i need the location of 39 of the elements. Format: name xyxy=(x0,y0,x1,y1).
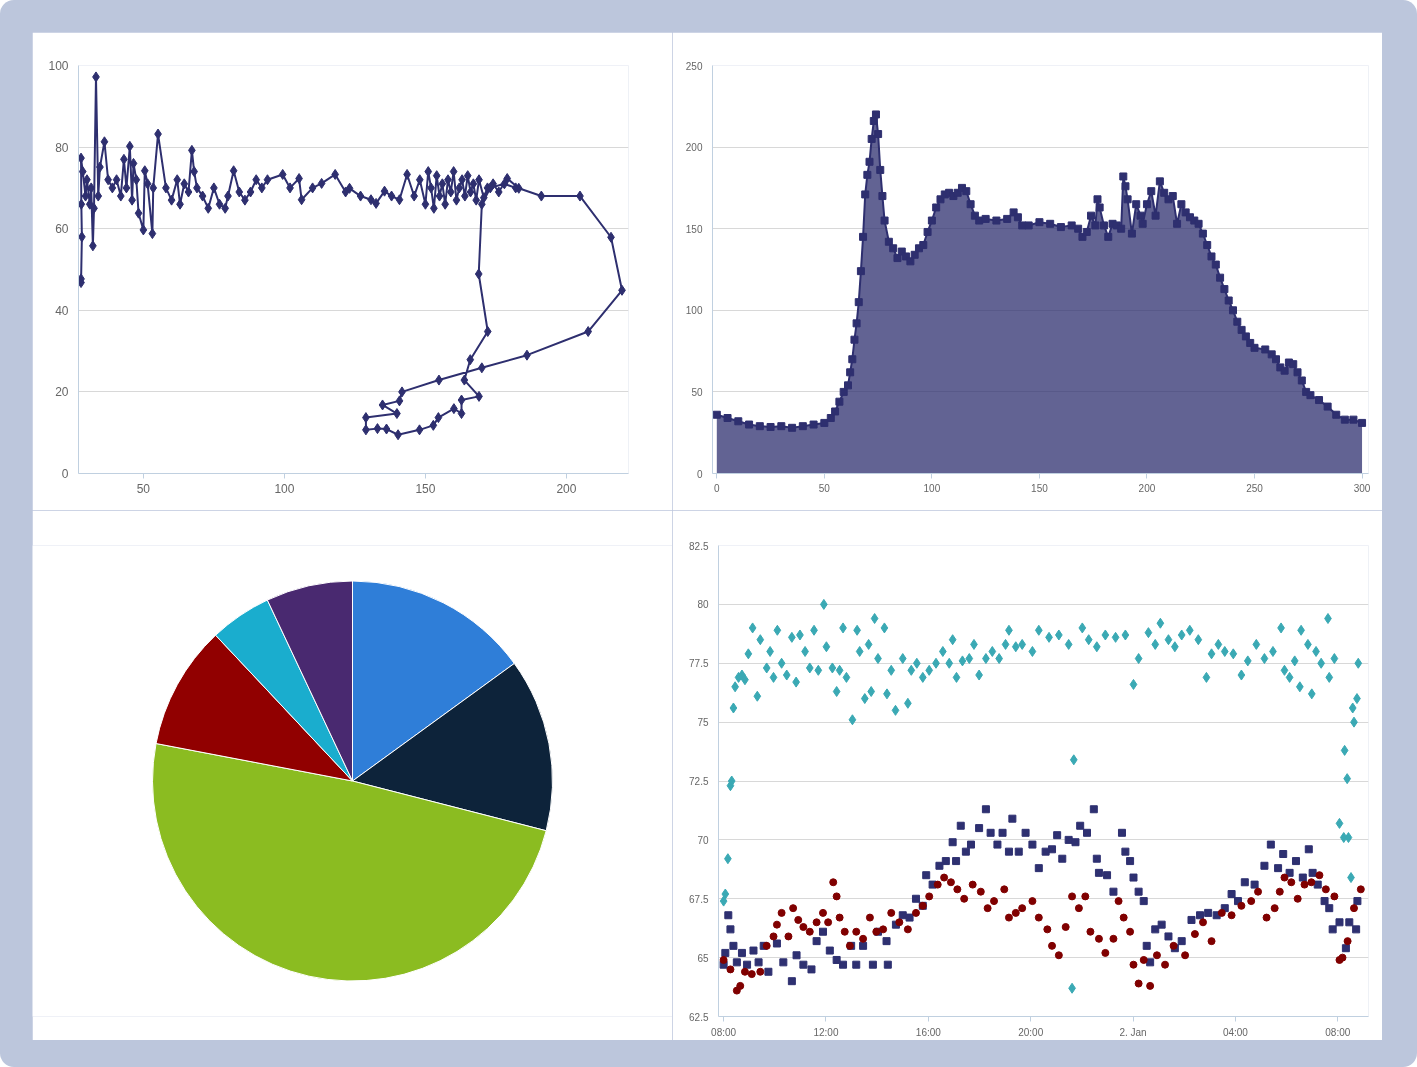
y-tick-label: 65 xyxy=(697,952,709,964)
y-tick-label: 82.5 xyxy=(689,540,709,552)
y-tick-label: 75 xyxy=(697,717,709,729)
x-tick-label: 2. Jan xyxy=(1119,1026,1147,1038)
x-tick-label: 16:00 xyxy=(915,1026,942,1038)
y-tick-label: 250 xyxy=(685,60,703,72)
y-tick-label: 77.5 xyxy=(689,658,709,670)
x-tick-label: 100 xyxy=(923,482,941,494)
y-tick-label: 62.5 xyxy=(689,1011,709,1023)
y-tick-label: 20 xyxy=(55,385,69,400)
x-tick-label: 08:00 xyxy=(711,1026,737,1038)
x-tick-label: 100 xyxy=(274,481,295,496)
x-tick-label: 20:00 xyxy=(1018,1026,1044,1038)
y-tick-label: 150 xyxy=(685,223,703,235)
y-tick-label: 80 xyxy=(55,140,69,155)
y-tick-label: 70 xyxy=(697,834,709,846)
y-tick-label: 80 xyxy=(697,599,709,611)
x-tick-label: 0 xyxy=(714,482,721,494)
y-tick-label: 0 xyxy=(61,467,69,481)
y-tick-label: 72.5 xyxy=(689,776,709,787)
x-tick-label: 50 xyxy=(818,482,831,494)
y-tick-label: 200 xyxy=(685,142,703,154)
x-tick-label: 150 xyxy=(415,481,436,496)
y-tick-label: 0 xyxy=(696,468,703,480)
x-tick-label: 150 xyxy=(1031,482,1049,494)
x-tick-label: 08:00 xyxy=(1325,1026,1351,1038)
x-tick-label: 200 xyxy=(1138,482,1156,494)
y-tick-label: 100 xyxy=(685,305,703,317)
y-tick-label: 67.5 xyxy=(689,893,709,905)
y-tick-label: 100 xyxy=(48,59,69,73)
y-tick-label: 60 xyxy=(55,222,69,237)
x-tick-label: 12:00 xyxy=(813,1026,839,1038)
x-tick-label: 04:00 xyxy=(1222,1026,1249,1038)
x-tick-label: 250 xyxy=(1246,482,1264,494)
x-tick-label: 300 xyxy=(1353,482,1371,494)
x-tick-label: 50 xyxy=(136,481,151,496)
x-tick-label: 200 xyxy=(556,481,577,496)
y-tick-label: 40 xyxy=(55,303,69,318)
y-tick-label: 50 xyxy=(691,386,703,398)
